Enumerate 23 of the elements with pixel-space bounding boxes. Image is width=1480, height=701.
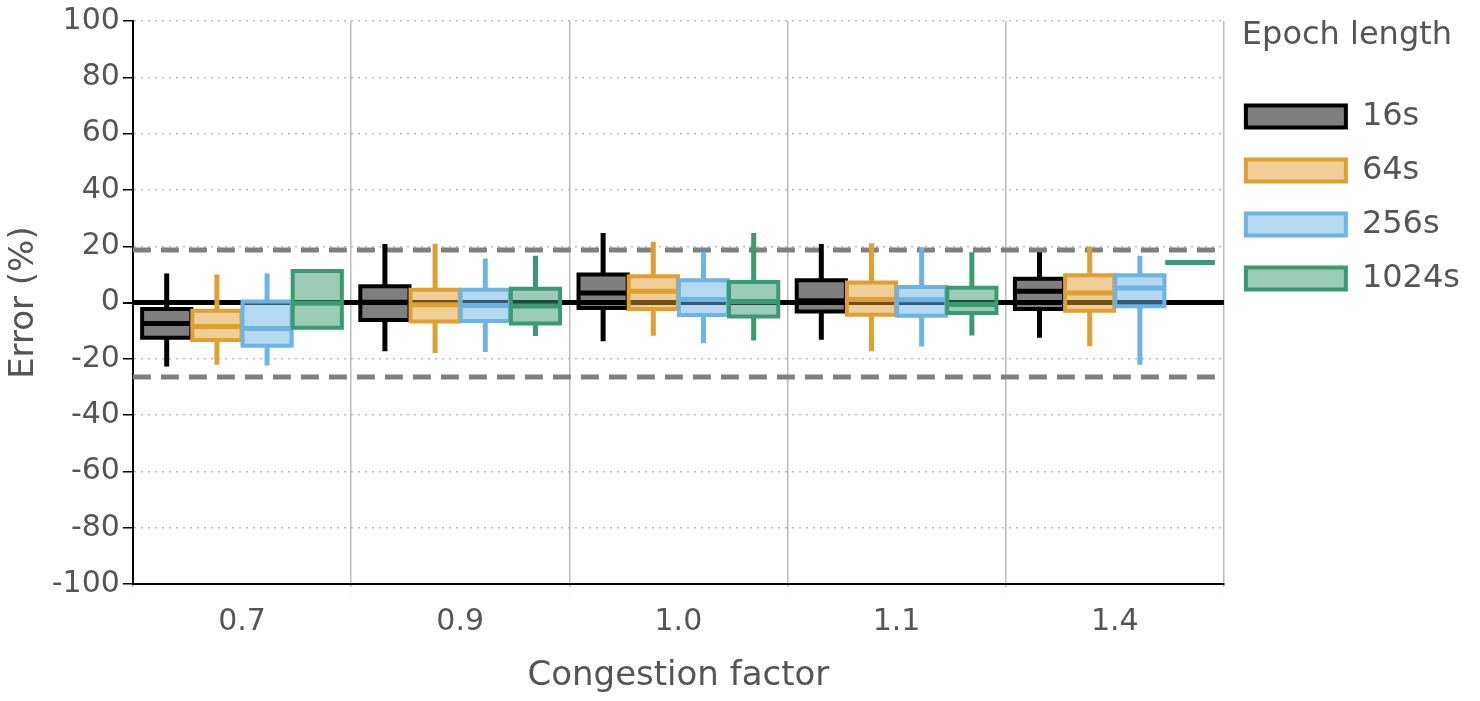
y-tick-label: 40: [81, 169, 120, 205]
x-tick-label: 1.0: [654, 602, 703, 637]
legend-label: 16s: [1361, 94, 1420, 133]
y-tick-label: 20: [81, 226, 120, 262]
y-tick-label: -60: [70, 451, 120, 487]
y-tick-label: 100: [62, 0, 120, 36]
y-tick-label: -100: [51, 564, 120, 599]
y-tick-label: -40: [70, 395, 120, 431]
y-tick-label: -80: [70, 507, 120, 543]
y-tick-label: 0: [100, 282, 120, 318]
x-tick-label: 0.9: [436, 602, 485, 637]
x-tick-label: 0.7: [218, 602, 266, 637]
y-tick-label: -20: [70, 338, 120, 374]
x-tick-label: 1.1: [872, 602, 921, 637]
legend-label: 1024s: [1361, 256, 1460, 295]
y-tick-label: 60: [81, 113, 120, 149]
legend-title: Epoch length: [1241, 14, 1453, 53]
y-axis-title: Error (%): [1, 226, 42, 379]
y-tick-label: 80: [81, 57, 120, 93]
legend-label: 256s: [1361, 202, 1440, 241]
legend-label: 64s: [1361, 148, 1420, 187]
x-tick-label: 1.4: [1090, 602, 1139, 637]
x-axis-title: Congestion factor: [527, 653, 830, 694]
